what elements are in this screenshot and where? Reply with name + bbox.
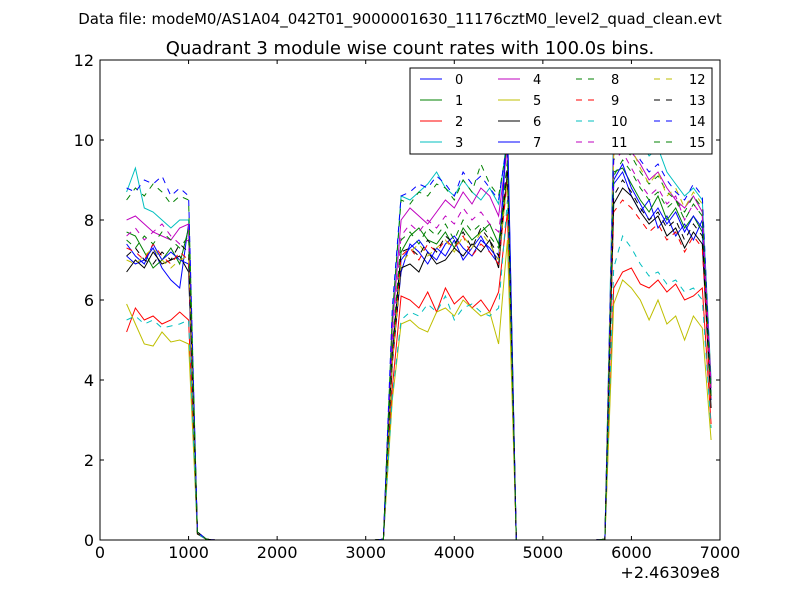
- y-tick-label-5: 10: [74, 131, 94, 150]
- y-tick-label-4: 8: [84, 211, 94, 230]
- legend-label-6: 6: [533, 115, 541, 130]
- x-axis-offset-label: +2.46309e8: [620, 563, 720, 582]
- y-tick-label-2: 4: [84, 371, 94, 390]
- x-tick-label-5: 5000: [522, 543, 563, 562]
- series-line-10: [126, 199, 712, 541]
- legend-label-13: 13: [689, 94, 706, 109]
- legend-label-5: 5: [533, 94, 541, 109]
- legend-label-2: 2: [455, 115, 463, 130]
- legend-label-12: 12: [689, 73, 706, 88]
- legend-label-4: 4: [533, 73, 541, 88]
- legend-label-3: 3: [455, 136, 463, 151]
- chart-title: Quadrant 3 module wise count rates with …: [166, 38, 655, 59]
- series-line-6: [126, 171, 712, 541]
- legend-label-11: 11: [611, 136, 628, 151]
- legend-label-10: 10: [611, 115, 628, 130]
- series-line-13: [126, 167, 712, 541]
- y-tick-label-3: 6: [84, 291, 94, 310]
- y-tick-label-0: 0: [84, 531, 94, 550]
- x-tick-label-0: 0: [95, 543, 105, 562]
- series-line-2: [126, 211, 712, 541]
- series-line-9: [126, 179, 712, 541]
- x-tick-label-6: 6000: [611, 543, 652, 562]
- series-line-8: [126, 143, 712, 541]
- legend-frame: [409, 67, 713, 155]
- x-tick-label-3: 3000: [345, 543, 386, 562]
- series-line-7: [126, 119, 712, 541]
- legend-label-9: 9: [611, 94, 619, 109]
- legend-label-14: 14: [689, 115, 706, 130]
- series-line-5: [126, 239, 712, 541]
- legend-label-7: 7: [533, 136, 541, 151]
- chart-suptitle: Data file: modeM0/AS1A04_042T01_90000016…: [78, 10, 722, 29]
- legend-label-1: 1: [455, 94, 463, 109]
- series-line-4: [126, 139, 712, 541]
- legend-label-0: 0: [455, 73, 463, 88]
- y-tick-label-1: 2: [84, 451, 94, 470]
- series-line-12: [126, 122, 712, 541]
- series-line-0: [126, 127, 712, 541]
- x-tick-label-1: 1000: [168, 543, 209, 562]
- x-tick-label-7: 7000: [700, 543, 741, 562]
- legend-label-8: 8: [611, 73, 619, 88]
- x-tick-label-2: 2000: [257, 543, 298, 562]
- series-line-11: [126, 151, 712, 541]
- x-tick-label-4: 4000: [434, 543, 475, 562]
- y-tick-label-6: 12: [74, 51, 94, 70]
- series-line-1: [126, 167, 712, 541]
- series-line-15: [126, 159, 712, 541]
- series-layer: [126, 102, 712, 541]
- legend-label-15: 15: [689, 136, 706, 151]
